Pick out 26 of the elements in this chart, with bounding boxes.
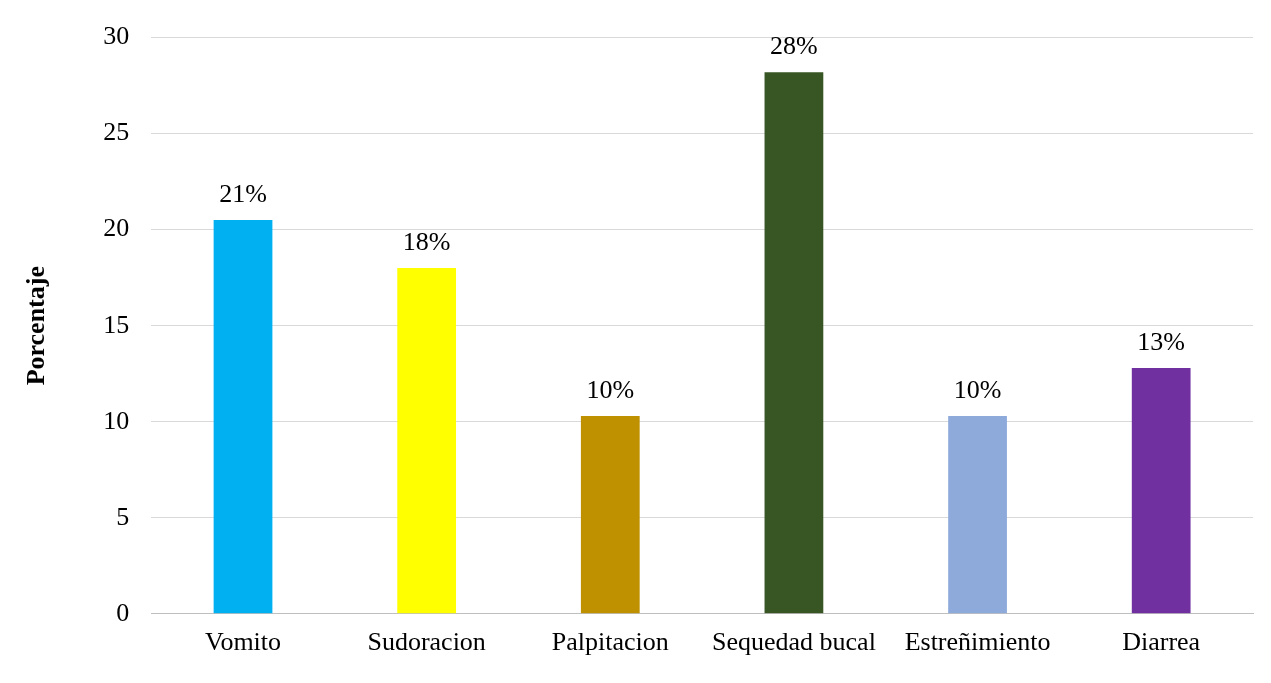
y-tick-label: 0 bbox=[116, 597, 130, 627]
bar bbox=[580, 415, 640, 614]
y-tick-label: 5 bbox=[116, 501, 130, 531]
data-label: 18% bbox=[402, 226, 451, 256]
data-label: 13% bbox=[1137, 326, 1186, 356]
y-tick-label: 20 bbox=[103, 213, 130, 243]
data-label: 21% bbox=[219, 178, 267, 208]
bar bbox=[764, 72, 824, 614]
data-label: 10% bbox=[586, 374, 635, 404]
bar bbox=[948, 415, 1007, 614]
data-label: 28% bbox=[770, 31, 818, 60]
x-tick-label: Vomito bbox=[204, 627, 282, 657]
x-tick-label: Estreñimiento bbox=[904, 627, 1051, 657]
y-tick-label: 30 bbox=[103, 21, 130, 51]
x-tick-label: Palpitacion bbox=[551, 627, 669, 657]
y-tick-label: 15 bbox=[103, 309, 130, 339]
bar bbox=[1131, 367, 1191, 614]
x-tick-label: Sequedad bucal bbox=[711, 627, 876, 657]
x-tick-label: Diarrea bbox=[1122, 627, 1201, 657]
bar bbox=[213, 220, 273, 614]
x-tick-label: Sudoracion bbox=[367, 627, 486, 657]
y-tick-label: 25 bbox=[103, 117, 130, 147]
bar bbox=[397, 268, 457, 614]
data-label: 10% bbox=[953, 374, 1002, 404]
y-axis-title: Porcentaje bbox=[21, 266, 51, 386]
y-tick-label: 10 bbox=[103, 405, 130, 435]
